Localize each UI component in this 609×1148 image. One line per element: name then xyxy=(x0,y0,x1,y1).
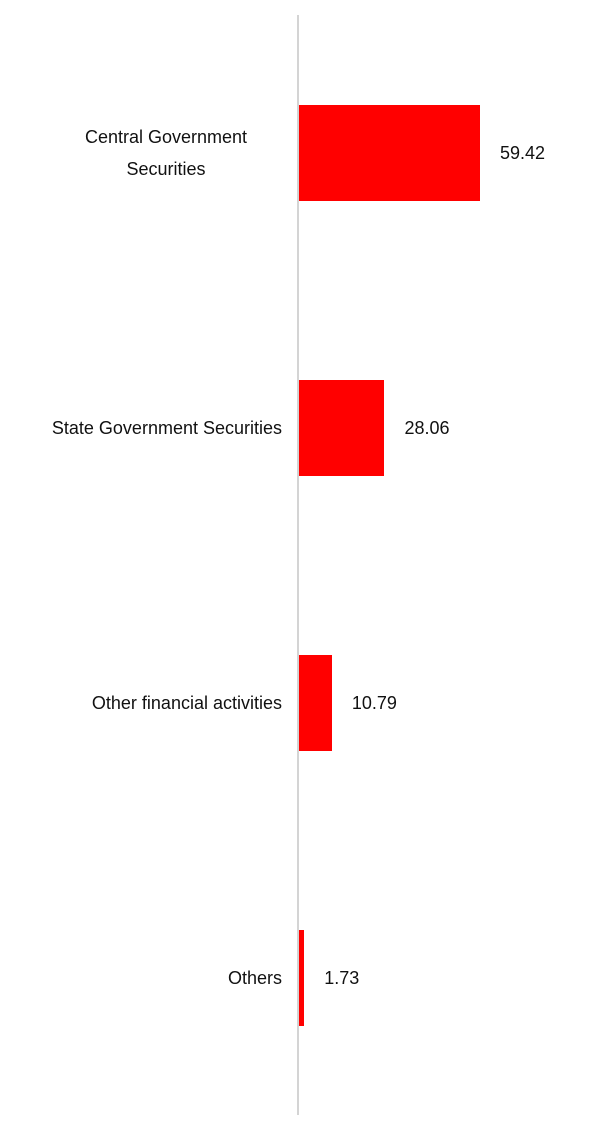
bar xyxy=(299,105,480,201)
bar xyxy=(299,655,332,751)
bar xyxy=(299,930,305,1026)
category-label: Others xyxy=(227,968,282,988)
category-label-box: Other financial activities xyxy=(40,663,282,743)
category-label: Other financial activities xyxy=(91,693,282,713)
value-label: 59.42 xyxy=(500,143,546,163)
bar xyxy=(299,380,385,476)
axis-line xyxy=(297,15,299,1115)
value-label: 1.73 xyxy=(324,968,360,988)
category-label-box: Others xyxy=(40,938,282,1018)
category-label-box: State Government Securities xyxy=(40,388,282,468)
value-label: 28.06 xyxy=(404,418,450,438)
category-label: State Government Securities xyxy=(51,418,282,438)
category-label: Central Government Securities xyxy=(84,127,248,179)
category-label-box: Central Government Securities xyxy=(40,113,282,193)
value-label: 10.79 xyxy=(351,693,397,713)
